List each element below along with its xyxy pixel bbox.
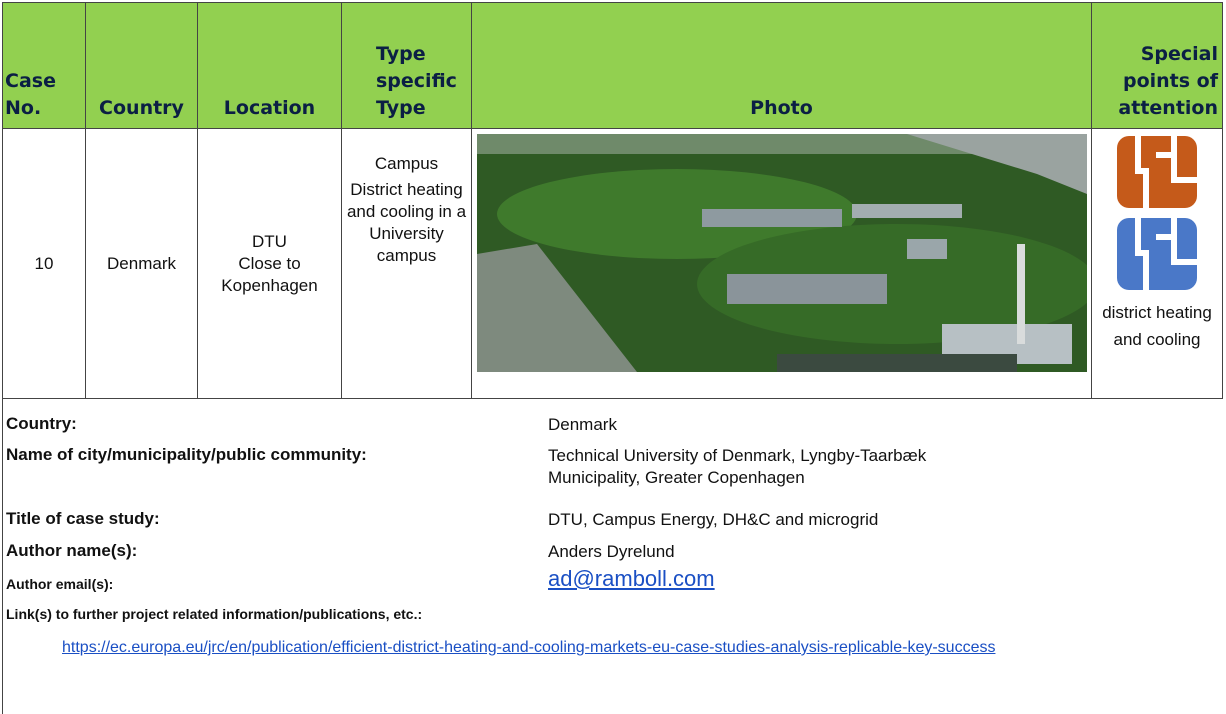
header-cell: Special points of attention xyxy=(1091,2,1223,129)
header-text: Case No. xyxy=(5,70,56,119)
photo xyxy=(476,134,1087,372)
type: District heating and cooling in a Univer… xyxy=(346,180,467,265)
header-text: Photo xyxy=(750,97,813,119)
value: Technical University of Denmark, Lyngby-… xyxy=(548,446,927,487)
header-text: Special points of attention xyxy=(1118,43,1218,119)
header-text: Type specific Type xyxy=(376,43,457,119)
url-link[interactable]: https://ec.europa.eu/jrc/en/publication/… xyxy=(62,639,996,656)
cell: 10 xyxy=(2,128,86,399)
cell: DTU Close to Kopenhagen xyxy=(197,128,342,399)
label: Name of city/municipality/public communi… xyxy=(6,445,367,464)
cell: Denmark xyxy=(85,128,198,399)
icon-cooling xyxy=(1117,218,1197,290)
header-cell: Photo xyxy=(471,2,1092,129)
label: Author name(s): xyxy=(6,541,138,560)
email-link[interactable]: ad@ramboll.com xyxy=(548,566,715,591)
value: Denmark xyxy=(548,415,617,434)
header-cell: Location xyxy=(197,2,342,129)
value: Anders Dyrelund xyxy=(548,542,675,561)
location: DTU xyxy=(252,231,287,251)
country: Denmark xyxy=(107,253,176,273)
cell: district heating and cooling xyxy=(1091,128,1223,399)
label: Title of case study: xyxy=(6,509,160,528)
special-text: district heating and cooling xyxy=(1102,303,1212,349)
header-cell: Case No. xyxy=(2,2,86,129)
label: Country: xyxy=(6,414,77,433)
label: Author email(s): xyxy=(6,576,114,592)
case-no: 10 xyxy=(34,253,54,273)
header-text: Country xyxy=(99,97,184,119)
header-cell: Country xyxy=(85,2,198,129)
type: Campus xyxy=(374,154,439,173)
location: Close to Kopenhagen xyxy=(221,253,318,295)
border xyxy=(2,398,3,714)
cell: Campus District heating and cooling in a … xyxy=(341,128,472,399)
value: DTU, Campus Energy, DH&C and microgrid xyxy=(548,510,879,529)
header-text: Location xyxy=(223,97,316,119)
cell xyxy=(471,128,1092,399)
header-cell: Type specific Type xyxy=(341,2,472,129)
icon-heating xyxy=(1117,136,1197,208)
label: Link(s) to further project related infor… xyxy=(6,606,423,622)
